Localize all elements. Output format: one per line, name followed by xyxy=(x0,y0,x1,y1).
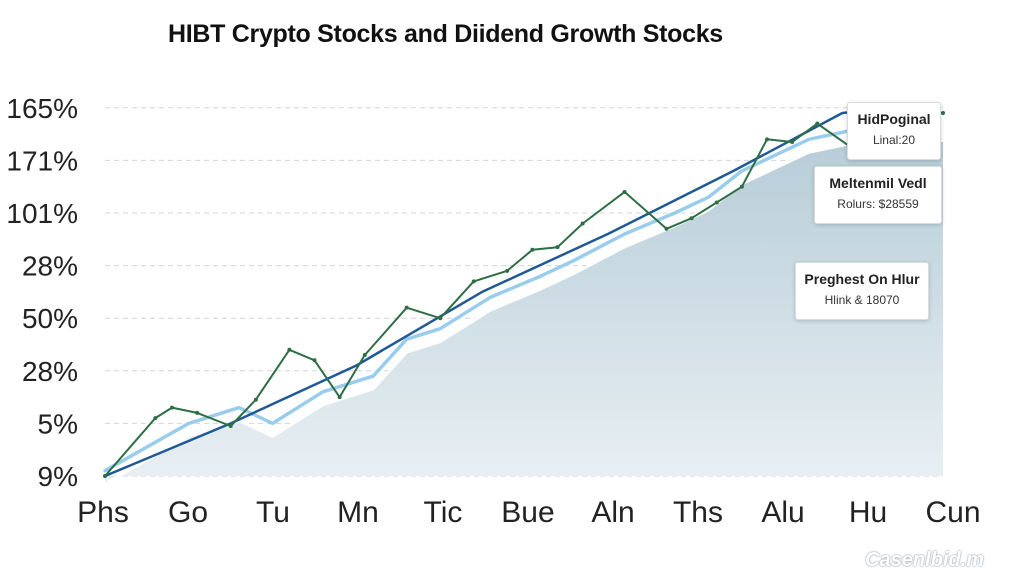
annotation-sub-2: Rolurs: $28559 xyxy=(837,197,919,211)
y-tick-label: 9% xyxy=(38,461,78,492)
x-tick-label: Phs xyxy=(77,496,129,529)
data-point xyxy=(312,358,317,363)
data-point xyxy=(170,405,175,410)
x-tick-label: Tu xyxy=(256,496,290,529)
x-tick-label: Hu xyxy=(849,496,887,529)
x-axis-ticks: Phs Go Tu Mn Tic Bue Aln Ths Alu Hu Cun xyxy=(77,496,980,529)
x-tick-label: Ths xyxy=(673,496,723,529)
x-tick-label: Bue xyxy=(501,496,554,529)
data-point xyxy=(664,226,669,231)
series-line-trend xyxy=(103,106,894,478)
data-point xyxy=(555,245,560,250)
annotation-title-2: Meltenmil Vedl xyxy=(829,175,927,191)
x-tick-label: Cun xyxy=(925,496,980,529)
area-fill-shape xyxy=(105,141,943,484)
y-tick-label: 5% xyxy=(38,408,78,439)
y-tick-label: 28% xyxy=(22,251,78,282)
data-point xyxy=(790,139,795,144)
chart-title: HIBT Crypto Stocks and Diidend Growth St… xyxy=(168,20,723,48)
data-point xyxy=(438,316,443,321)
data-point xyxy=(228,424,233,429)
data-point xyxy=(765,137,770,142)
y-tick-label: 165% xyxy=(6,93,78,124)
y-tick-label: 171% xyxy=(6,145,78,176)
annotation-box-1: HidPoginal Linal:20 xyxy=(847,102,941,160)
series-line-jagged xyxy=(104,106,944,477)
data-point xyxy=(471,279,476,284)
annotation-title-1: HidPoginal xyxy=(857,111,931,127)
data-point xyxy=(941,111,945,116)
data-point xyxy=(253,397,258,402)
data-point xyxy=(580,221,585,226)
annotation-title-3: Preghest On Hlur xyxy=(804,271,920,287)
series-lines xyxy=(103,105,945,478)
area-edge-line xyxy=(104,140,860,485)
x-tick-label: Mn xyxy=(337,496,379,529)
data-point xyxy=(622,189,627,194)
data-point xyxy=(404,305,409,310)
watermark-text: Casenlbid.m xyxy=(865,549,984,571)
x-tick-label: Tic xyxy=(424,496,463,529)
data-point xyxy=(103,474,107,478)
data-point xyxy=(153,416,158,421)
data-point xyxy=(362,353,367,358)
data-point xyxy=(287,347,292,352)
data-point xyxy=(530,247,535,252)
x-tick-label: Aln xyxy=(591,496,634,529)
series-line-soft xyxy=(103,127,861,473)
data-point xyxy=(337,395,342,400)
annotation-box-2: Meltenmil Vedl Rolurs: $28559 xyxy=(814,166,942,224)
data-point xyxy=(815,121,820,126)
y-tick-label: 101% xyxy=(6,198,78,229)
data-point xyxy=(195,410,200,415)
x-tick-label: Go xyxy=(168,496,208,529)
y-axis-ticks: 9% 5% 28% 50% 28% 101% 171% 165% xyxy=(6,93,78,492)
data-point xyxy=(739,184,744,189)
area-fill xyxy=(104,140,943,485)
data-point xyxy=(714,200,719,205)
annotation-box-3: Preghest On Hlur Hlink & 18070 xyxy=(795,262,929,320)
data-point xyxy=(689,216,694,221)
annotation-sub-3: Hlink & 18070 xyxy=(824,293,900,307)
data-point xyxy=(505,268,510,273)
y-tick-label: 50% xyxy=(22,303,78,334)
x-tick-label: Alu xyxy=(761,496,804,529)
y-tick-label: 28% xyxy=(22,356,78,387)
annotation-sub-1: Linal:20 xyxy=(872,133,916,147)
